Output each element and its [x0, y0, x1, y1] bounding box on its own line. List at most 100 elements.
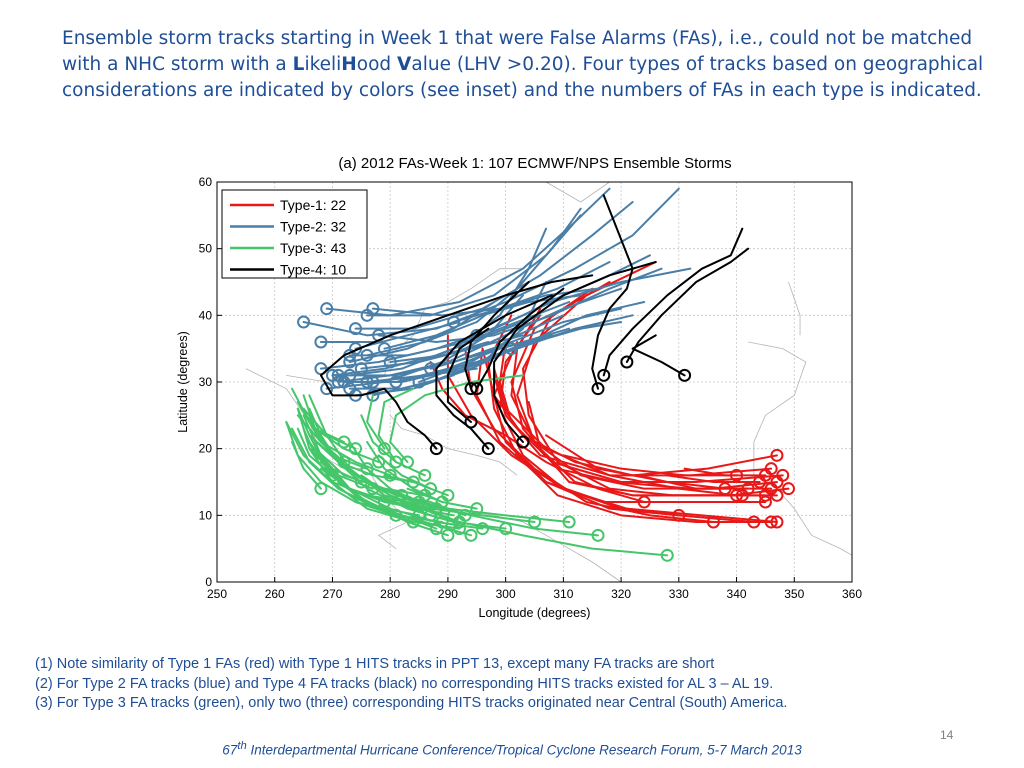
- type-1-track: [637, 474, 750, 490]
- type-1-genesis-marker: [758, 468, 772, 482]
- type-3-genesis-marker: [441, 528, 455, 542]
- type-1-track: [562, 454, 738, 477]
- type-3-track: [389, 374, 524, 463]
- type-1-track: [498, 314, 778, 523]
- x-tick-label: 270: [322, 587, 342, 601]
- type-3-genesis-marker: [470, 502, 484, 516]
- type-3-genesis-marker: [447, 508, 461, 522]
- type-2-track: [366, 207, 582, 357]
- type-2-track: [510, 321, 605, 350]
- type-3-track: [360, 414, 426, 477]
- type-3-track: [296, 427, 334, 477]
- type-2-genesis-marker: [377, 342, 391, 356]
- y-tick-label: 0: [205, 575, 212, 589]
- type-4-genesis-marker: [464, 415, 478, 429]
- type-3-genesis-marker: [424, 482, 438, 496]
- type-2-track: [371, 367, 478, 383]
- type-4-genesis-marker: [597, 368, 611, 382]
- type-3-track: [302, 414, 484, 530]
- x-axis-label: Longitude (degrees): [479, 606, 591, 620]
- note-3: (3) For Type 3 FA tracks (green), only t…: [35, 695, 788, 711]
- type-3-track: [308, 414, 345, 463]
- legend-label-type-1: Type-1: 22: [280, 197, 346, 213]
- chart-title: (a) 2012 FAs-Week 1: 107 ECMWF/NPS Ensem…: [338, 155, 732, 172]
- y-tick-label: 60: [199, 175, 213, 189]
- type-2-track: [343, 314, 634, 383]
- type-3-genesis-marker: [528, 515, 541, 529]
- x-tick-label: 320: [611, 587, 631, 601]
- type-3-genesis-marker: [591, 528, 605, 542]
- legend-label-type-2: Type-2: 32: [280, 219, 346, 235]
- type-4-track: [631, 334, 686, 377]
- y-tick-label: 30: [199, 375, 213, 389]
- type-3-genesis-marker: [464, 528, 478, 542]
- y-tick-label: 10: [199, 508, 213, 522]
- type-1-genesis-marker: [782, 482, 795, 496]
- slide-heading: Ensemble storm tracks starting in Week 1…: [62, 28, 984, 101]
- coastline: [748, 341, 853, 556]
- type-2-genesis-marker: [366, 375, 380, 389]
- type-3-genesis-marker: [660, 548, 674, 562]
- type-4-genesis-marker: [620, 355, 634, 369]
- type-3-genesis-marker: [325, 468, 339, 482]
- type-2-genesis-marker: [320, 302, 334, 316]
- type-2-genesis-marker: [504, 342, 518, 356]
- page-number: 14: [940, 728, 954, 742]
- type-2-genesis-marker: [354, 362, 368, 376]
- type-3-track: [291, 441, 322, 490]
- type-1-track: [493, 374, 773, 477]
- type-4-track: [591, 194, 634, 390]
- type-2-track: [302, 187, 680, 337]
- type-1-genesis-marker: [770, 448, 784, 462]
- type-2-track: [354, 321, 461, 350]
- type-3-genesis-marker: [429, 522, 443, 536]
- type-1-genesis-marker: [758, 488, 772, 502]
- type-1-genesis-marker: [706, 515, 720, 529]
- coastline: [389, 415, 518, 476]
- type-4-genesis-marker: [678, 368, 692, 382]
- type-2-genesis-marker: [366, 302, 380, 316]
- type-3-genesis-marker: [452, 522, 466, 536]
- legend-label-type-3: Type-3: 43: [280, 240, 346, 256]
- type-2-genesis-marker: [314, 335, 328, 349]
- y-tick-label: 20: [199, 442, 213, 456]
- note-1: (1) Note similarity of Type 1 FAs (red) …: [35, 656, 715, 672]
- type-3-genesis-marker: [424, 508, 438, 522]
- type-1-track: [545, 434, 726, 490]
- type-3-genesis-marker: [337, 455, 351, 469]
- note-2: (2) For Type 2 FA tracks (blue) and Type…: [35, 675, 774, 692]
- type-1-track: [666, 474, 761, 483]
- type-2-genesis-marker: [366, 388, 380, 402]
- type-4-genesis-marker: [429, 442, 443, 456]
- type-3-track: [366, 494, 432, 517]
- type-3-track: [314, 447, 426, 497]
- type-3-genesis-marker: [476, 522, 490, 536]
- type-2-track: [354, 201, 634, 330]
- type-2-genesis-marker: [383, 355, 397, 369]
- type-3-genesis-marker: [441, 488, 455, 502]
- type-3-genesis-marker: [377, 495, 391, 509]
- type-3-track: [366, 394, 386, 450]
- y-axis-label: Latitude (degrees): [176, 331, 190, 432]
- type-3-track: [377, 387, 415, 463]
- storm-track-chart: 250 260 270 280 290 300 310 320 330 340 350 360 0 10 2…: [176, 175, 862, 620]
- type-3-genesis-marker: [389, 455, 403, 469]
- type-3-genesis-marker: [418, 468, 432, 482]
- type-3-genesis-marker: [349, 442, 363, 456]
- type-2-track: [337, 287, 623, 383]
- type-3-genesis-marker: [377, 442, 391, 456]
- type-2-genesis-marker: [343, 382, 357, 396]
- type-3-track: [302, 394, 380, 463]
- type-1-genesis-marker: [735, 488, 749, 502]
- legend-label-type-4: Type-4: 10: [280, 262, 346, 278]
- type-1-track: [493, 367, 738, 497]
- type-4-track: [446, 327, 490, 423]
- x-tick-label: 330: [669, 587, 689, 601]
- type-2-track: [383, 294, 582, 350]
- y-tick-label: 40: [199, 308, 213, 322]
- type-3-genesis-marker: [314, 482, 328, 496]
- type-2-genesis-marker: [320, 382, 334, 396]
- coastline: [788, 281, 801, 336]
- type-4-track: [493, 261, 657, 443]
- x-tick-label: 250: [207, 587, 227, 601]
